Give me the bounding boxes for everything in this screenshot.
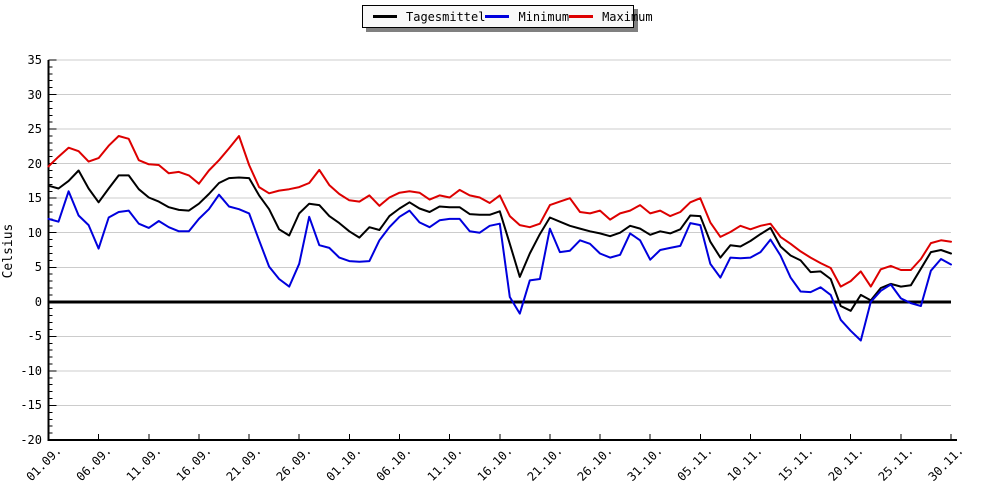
legend-label-minimum: Minimum <box>518 9 570 24</box>
y-tick-label: -20 <box>20 433 42 447</box>
series-line-minimum <box>47 190 952 342</box>
y-tick-label: -10 <box>20 363 42 378</box>
legend-item-tagesmittel: Tagesmittel <box>373 11 485 23</box>
y-ticks <box>48 59 57 441</box>
legend-line-swatch-minimum <box>485 15 510 18</box>
legend-label-tagesmittel: Tagesmittel <box>406 9 486 24</box>
legend-item-maximum: Maximum <box>569 11 653 23</box>
legend: Tagesmittel Minimum Maximum <box>362 5 653 28</box>
y-tick-label: 0 <box>34 294 42 309</box>
legend-label-maximum: Maximum <box>602 9 653 24</box>
y-tick-label: 10 <box>27 225 42 240</box>
y-tick-label: -15 <box>20 398 42 413</box>
legend-item-minimum: Minimum <box>485 11 569 23</box>
legend-line-swatch-maximum <box>569 15 594 18</box>
y-tick-label: 5 <box>34 260 42 275</box>
y-tick-label: 35 <box>27 53 42 67</box>
y-tick-label: -5 <box>27 329 42 344</box>
series-line-maximum <box>47 135 952 288</box>
x-ticks <box>48 434 952 440</box>
series-line-tagesmittel <box>47 169 952 312</box>
legend-line-swatch-tagesmittel <box>373 15 397 18</box>
y-tick-label: 15 <box>27 191 42 206</box>
y-tick-label: 25 <box>27 122 42 137</box>
y-tick-label: 30 <box>27 87 42 102</box>
y-tick-label: 20 <box>27 156 42 171</box>
gridlines <box>48 59 951 406</box>
